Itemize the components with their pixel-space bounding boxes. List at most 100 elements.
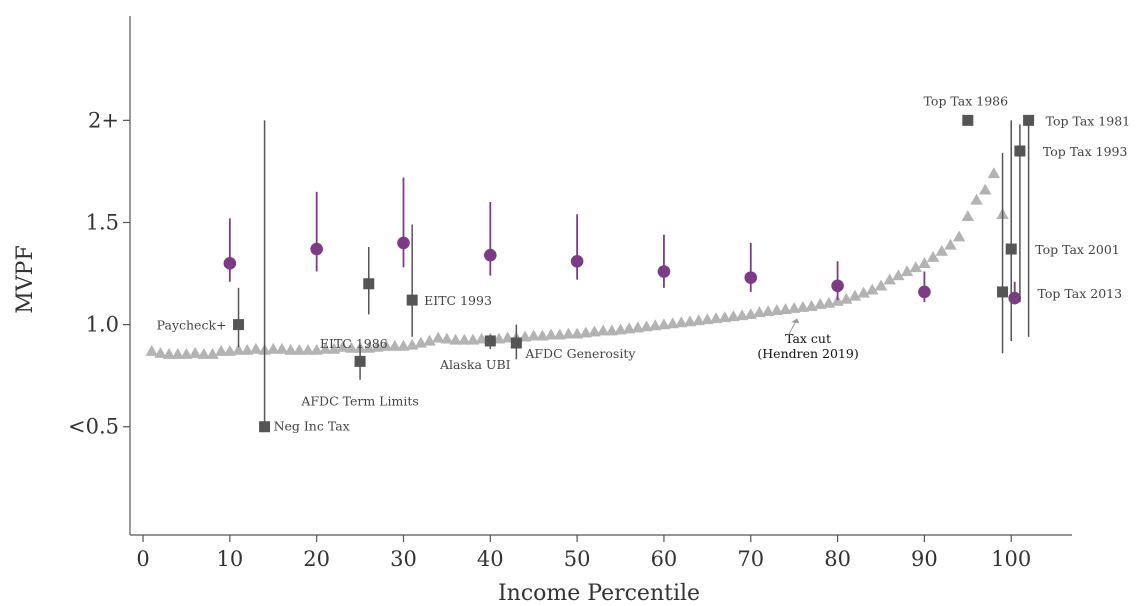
tax-cut-point bbox=[761, 305, 775, 316]
x-tick-label: 80 bbox=[824, 547, 851, 571]
tax-cut-point bbox=[449, 333, 462, 345]
tax-cut-point bbox=[579, 326, 593, 338]
x-tick-label: 20 bbox=[303, 547, 330, 571]
tax-cut-point bbox=[596, 324, 610, 336]
x-axis-title: Income Percentile bbox=[498, 581, 700, 606]
percentile-estimates bbox=[223, 177, 1021, 305]
x-tick-label: 50 bbox=[564, 547, 591, 571]
tax-cut-point bbox=[180, 348, 193, 359]
policy-point bbox=[363, 278, 375, 290]
tax-cut-point bbox=[735, 309, 749, 321]
policy-point bbox=[259, 421, 271, 433]
tax-cut-point bbox=[848, 289, 862, 301]
tax-cut-point bbox=[362, 341, 375, 353]
policy-label: Neg Inc Tax bbox=[274, 419, 350, 434]
policy-label: Top Tax 2001 bbox=[1035, 242, 1120, 257]
estimate-point bbox=[1008, 291, 1021, 305]
estimate-point bbox=[918, 285, 931, 299]
tax-cut-point bbox=[614, 323, 627, 335]
tax-cut-point bbox=[501, 331, 514, 343]
x-tick-label: 40 bbox=[477, 547, 504, 571]
tax-cut-point bbox=[814, 297, 827, 309]
y-tick-label: <0.5 bbox=[68, 415, 119, 439]
policy-label: EITC 1986 bbox=[320, 336, 388, 351]
tax-cut-point bbox=[232, 343, 245, 355]
policy-point bbox=[406, 294, 418, 306]
tax-cut-point bbox=[631, 321, 645, 333]
tax-cut-point bbox=[605, 324, 619, 336]
tax-cut-point bbox=[796, 301, 810, 312]
tax-cut-point bbox=[978, 183, 992, 195]
tax-cut-point bbox=[787, 302, 801, 313]
tax-cut-point bbox=[241, 343, 254, 355]
policy-point bbox=[1005, 243, 1017, 255]
tax-cut-point bbox=[284, 343, 297, 355]
tax-cut-point bbox=[553, 328, 566, 340]
tax-cut-label: Tax cut (Hendren 2019) bbox=[757, 331, 858, 361]
tax-cut-point bbox=[223, 344, 237, 356]
tax-cut-point bbox=[961, 210, 975, 221]
estimate-point bbox=[223, 257, 237, 270]
tax-cut-point bbox=[701, 313, 714, 325]
tax-cut-point bbox=[987, 167, 1001, 179]
policy-label: Top Tax 1986 bbox=[924, 93, 1009, 108]
y-axis-title: MVPF bbox=[13, 245, 38, 313]
tax-cut-point bbox=[458, 333, 471, 345]
tax-cut-point bbox=[275, 342, 289, 354]
tax-cut-point bbox=[475, 332, 488, 344]
tax-cut-point bbox=[779, 303, 792, 314]
y-tick-label: 2+ bbox=[88, 108, 119, 132]
tax-cut-point bbox=[171, 348, 184, 359]
tax-cut-arrow bbox=[787, 321, 797, 337]
x-tick-label: 60 bbox=[651, 547, 678, 571]
tax-cut-point bbox=[414, 336, 428, 348]
tax-cut-point bbox=[379, 339, 393, 351]
tax-cut-point bbox=[310, 343, 323, 355]
tax-cut-point bbox=[640, 320, 653, 332]
x-tick-label: 10 bbox=[216, 547, 243, 571]
policy-point bbox=[484, 335, 496, 347]
tax-cut-point bbox=[753, 306, 766, 318]
tax-cut-point bbox=[805, 300, 818, 311]
tax-cut-point bbox=[188, 347, 202, 358]
tax-cut-point bbox=[544, 328, 558, 340]
tax-cut-point bbox=[440, 332, 454, 344]
tax-cut-point bbox=[388, 339, 402, 351]
tax-cut-point bbox=[345, 341, 358, 353]
tax-cut-point bbox=[154, 347, 167, 358]
x-tick-label: 30 bbox=[390, 547, 417, 571]
tax-cut-point bbox=[970, 193, 983, 205]
tax-cut-point bbox=[214, 344, 228, 356]
tax-cut-point bbox=[657, 318, 671, 330]
policy-label: Top Tax 1993 bbox=[1043, 144, 1128, 159]
tax-cut-point bbox=[952, 230, 966, 242]
tax-cut-point bbox=[866, 283, 879, 295]
tax-cut-point bbox=[466, 333, 480, 345]
tax-cut-point bbox=[267, 342, 280, 354]
tax-cut-point bbox=[935, 244, 948, 256]
tax-cut-point bbox=[744, 308, 757, 320]
estimate-point bbox=[310, 242, 323, 256]
policy-label: Top Tax 1981 bbox=[1046, 113, 1131, 128]
tax-cut-point bbox=[570, 327, 584, 339]
tax-cut-point bbox=[371, 340, 384, 352]
tax-cut-point bbox=[909, 261, 922, 273]
policy-label: Alaska UBI bbox=[439, 357, 511, 372]
tax-cut-point bbox=[718, 311, 731, 323]
tax-cut-point bbox=[770, 304, 784, 315]
policy-point bbox=[962, 114, 974, 126]
tax-cut-point bbox=[336, 340, 349, 352]
tax-cut-point bbox=[249, 342, 263, 354]
x-tick-label: 90 bbox=[911, 547, 938, 571]
tax-cut-point bbox=[527, 329, 540, 341]
tax-cut-point bbox=[197, 348, 210, 359]
tax-cut-point bbox=[518, 330, 532, 342]
policy-label: Paycheck+ bbox=[157, 318, 227, 333]
tax-cut-point bbox=[588, 325, 601, 337]
policy-estimates bbox=[233, 114, 1035, 433]
tax-cut-point bbox=[857, 286, 870, 298]
policy-point bbox=[233, 319, 245, 331]
tax-cut-point bbox=[883, 273, 896, 285]
policy-point bbox=[1014, 145, 1026, 157]
